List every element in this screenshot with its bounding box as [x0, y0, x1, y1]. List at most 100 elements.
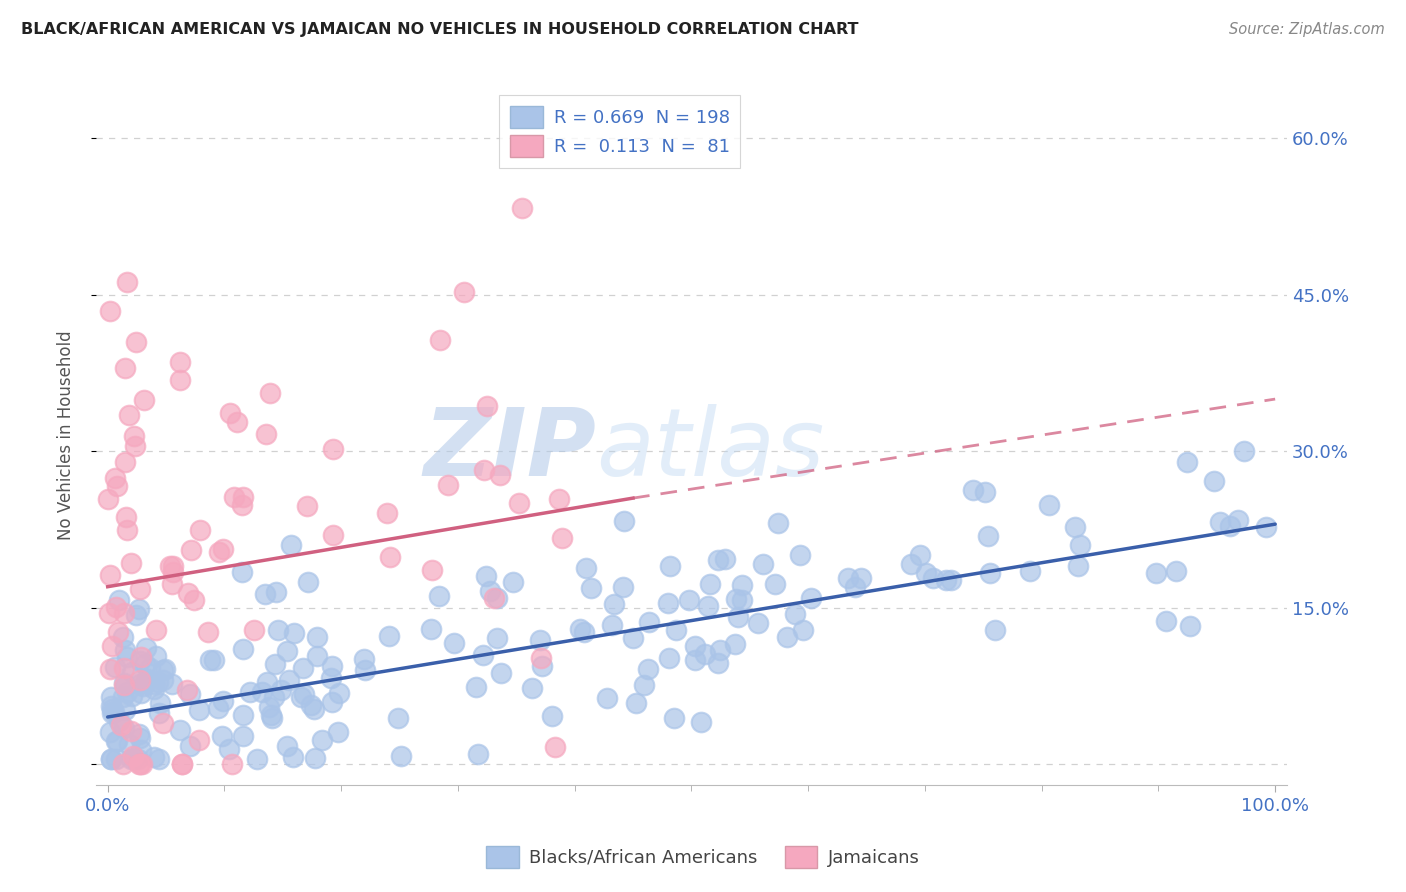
Point [420, 622, 443, 636]
Point [103, 705, 125, 719]
Point [211, 694, 233, 708]
Point [520, 681, 543, 695]
Point [100, 690, 122, 704]
Point [180, 542, 202, 557]
Point [1154, 614, 1177, 628]
Point [731, 592, 754, 607]
Point [292, 661, 315, 675]
Point [122, 748, 145, 763]
Point [530, 650, 553, 665]
Point [176, 683, 198, 698]
Point [657, 596, 679, 610]
Point [502, 574, 524, 589]
Point [508, 496, 530, 510]
Point [486, 631, 509, 645]
Point [232, 708, 254, 723]
Point [148, 752, 170, 766]
Point [638, 615, 661, 629]
Point [211, 729, 233, 743]
Legend: Blacks/African Americans, Jamaicans: Blacks/African Americans, Jamaicans [475, 835, 931, 879]
Point [125, 335, 148, 350]
Point [984, 623, 1007, 637]
Point [256, 675, 278, 690]
Point [152, 716, 174, 731]
Point [263, 690, 285, 704]
Point [129, 650, 152, 665]
Point [683, 640, 706, 654]
Point [132, 393, 155, 408]
Point [709, 643, 731, 657]
Point [837, 571, 859, 585]
Point [387, 711, 409, 725]
Point [776, 630, 799, 644]
Point [751, 557, 773, 571]
Point [128, 673, 150, 688]
Point [179, 687, 201, 701]
Point [1178, 619, 1201, 633]
Point [121, 689, 143, 703]
Text: ZIP: ZIP [423, 403, 596, 496]
Point [153, 662, 176, 676]
Point [664, 711, 686, 725]
Point [437, 477, 460, 491]
Point [800, 591, 823, 605]
Point [264, 585, 287, 599]
Point [120, 556, 142, 570]
Point [112, 661, 135, 675]
Point [305, 630, 328, 644]
Point [297, 575, 319, 590]
Point [326, 724, 349, 739]
Point [544, 740, 567, 755]
Point [169, 723, 191, 738]
Point [941, 573, 963, 587]
Point [1166, 564, 1188, 578]
Point [202, 652, 225, 666]
Point [112, 721, 135, 735]
Point [128, 756, 150, 771]
Point [129, 743, 152, 757]
Point [162, 559, 184, 574]
Point [659, 558, 682, 573]
Point [321, 694, 343, 708]
Point [114, 643, 136, 657]
Point [849, 571, 872, 585]
Point [112, 606, 135, 620]
Point [222, 490, 245, 504]
Point [232, 490, 254, 504]
Point [188, 733, 211, 747]
Point [122, 429, 145, 443]
Point [453, 285, 475, 299]
Point [160, 576, 183, 591]
Point [115, 684, 138, 698]
Point [128, 756, 150, 771]
Point [97, 606, 120, 620]
Point [145, 649, 167, 664]
Point [266, 624, 288, 638]
Point [283, 750, 305, 764]
Point [908, 549, 931, 563]
Point [98, 303, 121, 318]
Point [135, 640, 157, 655]
Point [485, 591, 508, 606]
Point [198, 653, 221, 667]
Point [105, 734, 128, 748]
Point [706, 553, 728, 567]
Point [254, 427, 277, 442]
Point [136, 672, 159, 686]
Point [207, 700, 229, 714]
Point [747, 616, 769, 631]
Point [131, 679, 153, 693]
Point [1204, 474, 1226, 488]
Point [443, 636, 465, 650]
Point [548, 491, 571, 506]
Point [148, 696, 170, 710]
Point [575, 561, 598, 575]
Point [568, 623, 591, 637]
Point [246, 752, 269, 766]
Point [170, 756, 193, 771]
Point [221, 756, 243, 771]
Point [731, 578, 754, 592]
Point [1233, 444, 1256, 458]
Point [977, 529, 1000, 543]
Point [633, 678, 655, 692]
